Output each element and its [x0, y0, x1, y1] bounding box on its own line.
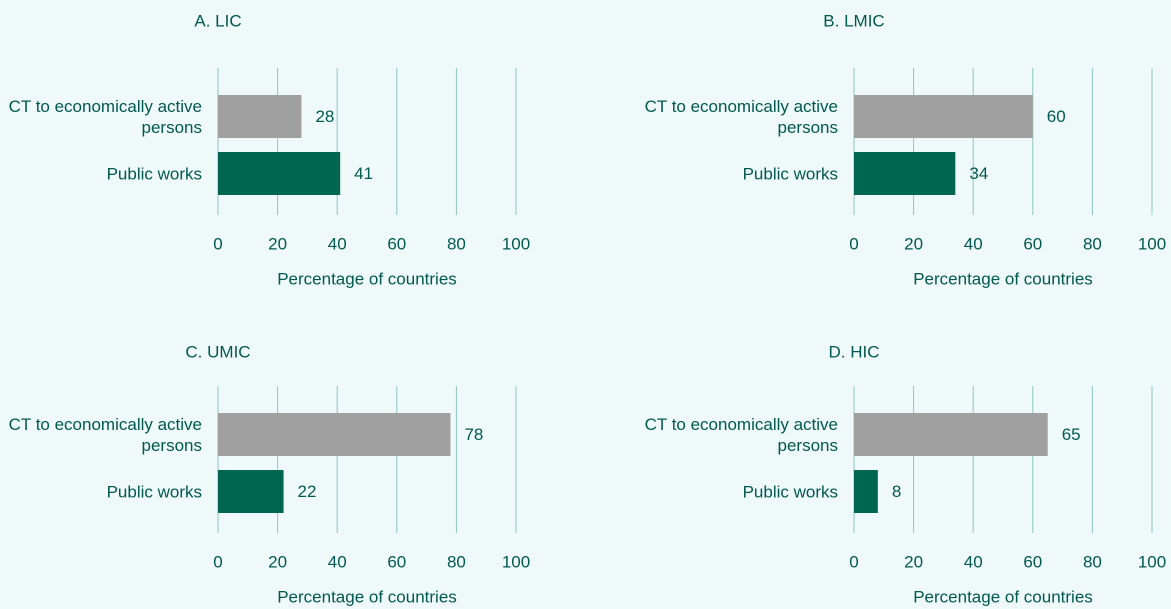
chart-title: B. LMIC	[823, 11, 884, 30]
bar	[218, 95, 302, 138]
x-axis-label: Percentage of countries	[913, 269, 1093, 288]
x-tick-label: 20	[904, 552, 923, 571]
x-tick-label: 20	[268, 552, 287, 571]
x-tick-label: 80	[1083, 552, 1102, 571]
x-tick-label: 60	[1023, 234, 1042, 253]
x-tick-label: 20	[904, 234, 923, 253]
x-tick-label: 60	[387, 234, 406, 253]
category-label: CT to economically active persons	[644, 96, 838, 137]
x-tick-label: 0	[213, 234, 222, 253]
bar	[854, 470, 878, 513]
x-axis-label: Percentage of countries	[913, 587, 1093, 606]
x-tick-label: 0	[849, 552, 858, 571]
category-label: Public works	[106, 482, 202, 501]
bar	[218, 152, 341, 195]
chart-title: C. UMIC	[185, 342, 250, 361]
x-tick-label: 20	[268, 234, 287, 253]
category-label: CT to economically active persons	[8, 96, 202, 137]
bar	[218, 413, 451, 456]
value-label: 8	[892, 482, 901, 501]
x-tick-label: 40	[964, 552, 983, 571]
value-label: 28	[315, 107, 334, 126]
bar	[854, 95, 1033, 138]
x-tick-label: 80	[447, 234, 466, 253]
chart-title: A. LIC	[194, 11, 241, 30]
category-label: CT to economically active persons	[644, 414, 838, 455]
x-axis-label: Percentage of countries	[277, 587, 457, 606]
x-tick-label: 40	[328, 552, 347, 571]
category-label: Public works	[742, 482, 838, 501]
x-tick-label: 80	[447, 552, 466, 571]
value-label: 78	[464, 425, 483, 444]
bar	[854, 152, 956, 195]
category-label: Public works	[106, 164, 202, 183]
x-tick-label: 0	[213, 552, 222, 571]
x-tick-label: 0	[849, 234, 858, 253]
x-tick-label: 100	[1138, 234, 1166, 253]
x-tick-label: 40	[328, 234, 347, 253]
value-label: 34	[969, 164, 988, 183]
category-label: CT to economically active persons	[8, 414, 202, 455]
category-label: Public works	[742, 164, 838, 183]
x-tick-label: 80	[1083, 234, 1102, 253]
x-tick-label: 100	[502, 552, 530, 571]
x-tick-label: 100	[1138, 552, 1166, 571]
value-label: 60	[1047, 107, 1066, 126]
value-label: 65	[1062, 425, 1081, 444]
bar	[854, 413, 1048, 456]
chart-title: D. HIC	[829, 342, 880, 361]
value-label: 22	[298, 482, 317, 501]
x-tick-label: 60	[1023, 552, 1042, 571]
x-tick-label: 40	[964, 234, 983, 253]
x-tick-label: 100	[502, 234, 530, 253]
value-label: 41	[354, 164, 373, 183]
bar	[218, 470, 284, 513]
x-tick-label: 60	[387, 552, 406, 571]
x-axis-label: Percentage of countries	[277, 269, 457, 288]
